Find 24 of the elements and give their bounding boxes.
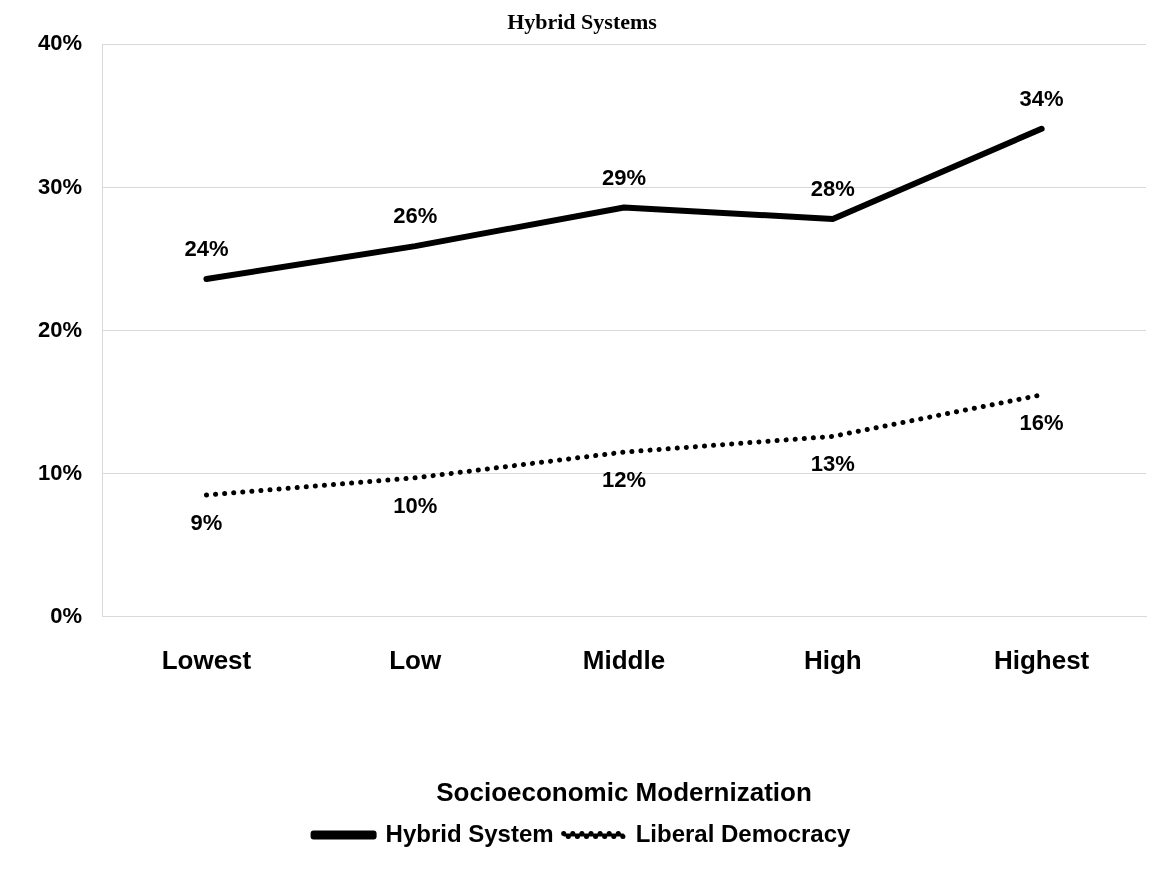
- y-tick-label: 40%: [37, 30, 83, 56]
- data-label: 12%: [601, 467, 647, 493]
- data-label: 9%: [190, 510, 223, 536]
- x-tick-label: Lowest: [161, 645, 252, 676]
- legend-label: Liberal Democracy: [635, 819, 852, 847]
- data-label: 24%: [184, 236, 229, 262]
- data-label: 29%: [601, 164, 647, 190]
- data-label: 28%: [810, 175, 855, 201]
- data-label: 16%: [1019, 409, 1064, 435]
- x-axis-title: Socioeconomic Modernization: [436, 776, 812, 807]
- y-tick-label: 20%: [37, 316, 83, 342]
- x-tick-label: Low: [389, 645, 442, 676]
- data-label: 34%: [1019, 85, 1064, 111]
- chart-title: Hybrid Systems: [507, 8, 658, 34]
- data-label: 26%: [393, 203, 438, 229]
- legend-label: Hybrid System: [385, 819, 554, 847]
- data-label: 13%: [810, 451, 855, 477]
- x-tick-label: Middle: [582, 645, 666, 676]
- y-tick-label: 10%: [37, 459, 83, 485]
- x-tick-label: Highest: [993, 645, 1090, 676]
- y-tick-label: 0%: [50, 602, 83, 628]
- data-label: 10%: [393, 492, 438, 518]
- y-tick-label: 30%: [37, 173, 83, 199]
- x-tick-label: High: [803, 645, 862, 676]
